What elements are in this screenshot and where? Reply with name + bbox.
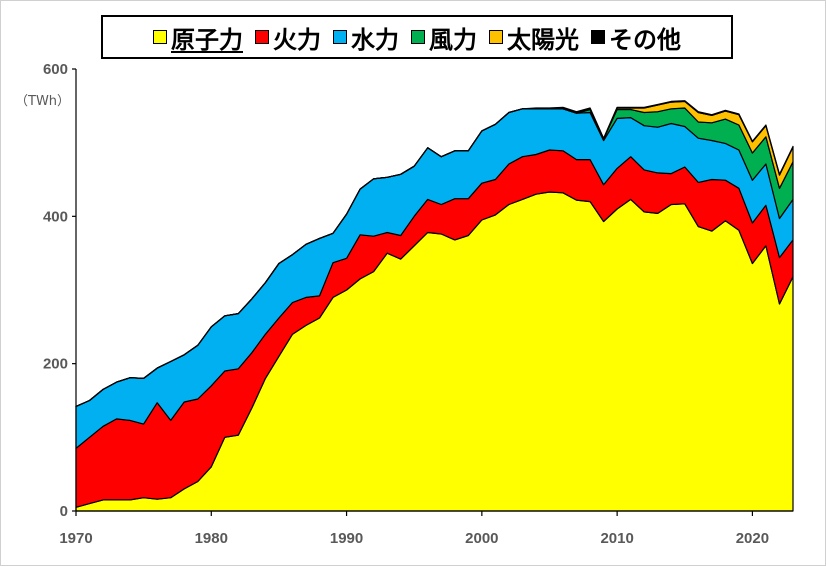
legend-label: 火力 [273, 25, 321, 54]
x-tick-label: 1980 [195, 530, 228, 547]
legend-label: 水力 [351, 25, 399, 54]
legend-item: その他 [591, 20, 681, 55]
legend-item: 太陽光 [489, 20, 579, 55]
x-axis-ticks: 1970 1980 1990 2000 2010 2020 [59, 511, 769, 547]
x-tick-label: 1970 [59, 530, 92, 547]
series-area-5 [75, 100, 794, 407]
y-tick-label: 200 [43, 356, 68, 373]
legend-swatch [489, 30, 503, 44]
legend-swatch [153, 30, 167, 44]
y-axis-unit-label: （TWh） [15, 94, 70, 109]
series-areas [75, 100, 794, 512]
x-tick-label: 2000 [465, 530, 498, 547]
x-tick-label: 2010 [600, 530, 633, 547]
legend-swatch [591, 30, 605, 44]
legend-item: 水力 [333, 20, 399, 55]
legend-label: その他 [609, 25, 681, 54]
y-tick-label: 600 [43, 61, 68, 78]
y-tick-label: 400 [43, 208, 68, 225]
legend-item: 原子力 [153, 20, 243, 55]
legend-label: 風力 [429, 25, 477, 54]
y-axis-ticks: 0 200 400 600 [43, 61, 76, 520]
legend-swatch [333, 30, 347, 44]
x-tick-label: 1990 [330, 530, 363, 547]
legend: 原子力 火力 水力 風力 太陽光 その他 [101, 15, 733, 59]
legend-item: 火力 [255, 20, 321, 55]
axes [75, 69, 793, 512]
x-tick-label: 2020 [736, 530, 769, 547]
legend-label: 太陽光 [507, 25, 579, 54]
legend-label: 原子力 [171, 25, 243, 54]
y-tick-label: 0 [60, 503, 68, 520]
legend-item: 風力 [411, 20, 477, 55]
legend-swatch [255, 30, 269, 44]
legend-swatch [411, 30, 425, 44]
